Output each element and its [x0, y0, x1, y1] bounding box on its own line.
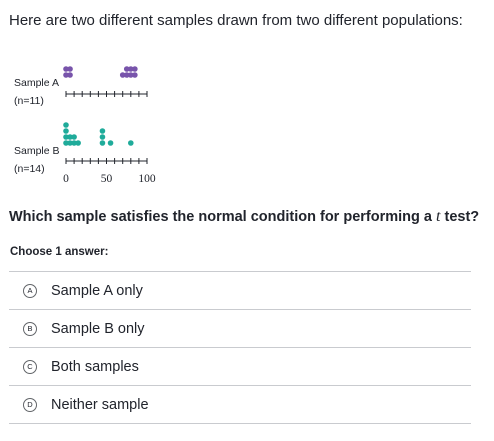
answer-choices: A Sample A only B Sample B only C Both s…: [9, 271, 471, 424]
sample-b-dot: [99, 134, 106, 140]
choice-b-letter-icon: B: [23, 321, 37, 336]
choice-a-letter-icon: A: [23, 283, 37, 298]
sample-b-dot: [67, 134, 73, 140]
sample-a-dot: [128, 66, 134, 72]
sample-b-axis: [65, 158, 148, 164]
tick-label-50: 50: [101, 173, 113, 185]
sample-b-dot: [99, 140, 106, 146]
choice-a[interactable]: A Sample A only: [9, 272, 471, 310]
sample-a-dot: [63, 72, 69, 78]
choice-d-letter-icon: D: [23, 397, 37, 412]
intro-text: Here are two different samples drawn fro…: [9, 12, 463, 29]
sample-b-dot: [71, 140, 77, 146]
sample-b-dot: [63, 128, 69, 134]
sample-b-dot: [107, 140, 114, 146]
sample-a-dot: [119, 72, 126, 78]
sample-a-dots: [63, 66, 138, 78]
choice-b-text: Sample B only: [51, 320, 145, 337]
sample-a-dot: [63, 66, 69, 72]
choice-b[interactable]: B Sample B only: [9, 310, 471, 348]
sample-b-dot: [99, 128, 106, 134]
sample-a-dot: [67, 72, 73, 78]
sample-b-dot: [75, 140, 81, 146]
sample-b-n-label: (n=14): [14, 163, 45, 175]
sample-a-dot: [123, 72, 130, 78]
choice-a-text: Sample A only: [51, 282, 143, 299]
choice-c[interactable]: C Both samples: [9, 348, 471, 386]
tick-label-100: 100: [138, 173, 156, 185]
question-text-end: test?: [440, 209, 480, 225]
sample-b-dot: [67, 140, 73, 146]
question-text: Which sample satisfies the normal condit…: [9, 207, 479, 227]
sample-a-dot: [67, 66, 73, 72]
question-variable: t: [436, 208, 441, 225]
sample-b-dot: [63, 122, 69, 128]
sample-a-n-label: (n=11): [14, 95, 44, 107]
sample-b-dots: [63, 122, 134, 146]
sample-a-dot: [132, 72, 138, 78]
choice-d-text: Neither sample: [51, 396, 149, 413]
sample-b-dot: [63, 134, 69, 140]
sample-a-dot: [123, 66, 130, 72]
question-text-start: Which sample satisfies the normal condit…: [9, 209, 437, 225]
tick-label-0: 0: [63, 173, 69, 185]
sample-b-dot: [63, 140, 69, 146]
sample-a-axis: [65, 91, 148, 97]
sample-b-dot: [71, 134, 77, 140]
sample-b-label: Sample B: [14, 145, 60, 157]
choice-c-text: Both samples: [51, 358, 139, 375]
choice-d[interactable]: D Neither sample: [9, 386, 471, 424]
sample-a-dot: [128, 72, 134, 78]
choose-instruction: Choose 1 answer:: [10, 246, 109, 258]
dot-plots-svg: Sample A (n=11) Sample B (n=14) 0 50 100: [14, 66, 156, 185]
sample-a-dot: [132, 66, 138, 72]
sample-a-label: Sample A: [14, 77, 59, 89]
dot-plot-figure: Sample A (n=11) Sample B (n=14) 0 50 100: [0, 45, 200, 190]
sample-b-dot: [128, 140, 134, 146]
choice-c-letter-icon: C: [23, 359, 37, 374]
